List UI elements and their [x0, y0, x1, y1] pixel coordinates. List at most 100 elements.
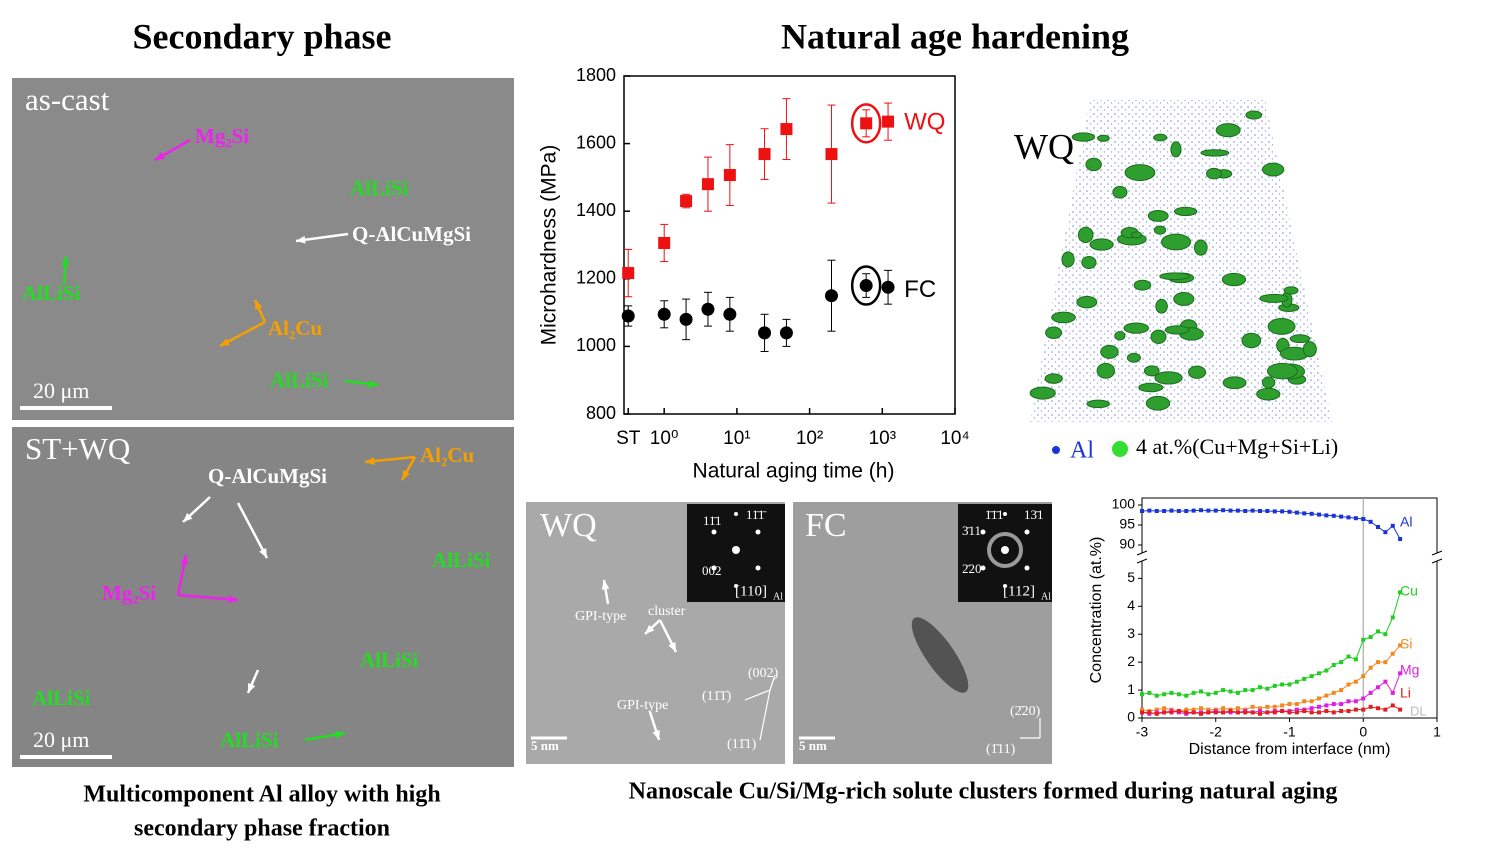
legend-label: Al — [1070, 438, 1094, 464]
data-point — [1140, 710, 1144, 715]
diffraction-spot — [711, 529, 717, 535]
data-point — [1390, 690, 1395, 695]
data-point — [1390, 615, 1395, 620]
cluster — [1193, 239, 1208, 256]
data-point — [1154, 693, 1159, 698]
y-tick-label: 100 — [1112, 496, 1136, 512]
series-line — [1141, 509, 1401, 540]
cluster — [1112, 185, 1128, 199]
data-point — [1162, 509, 1167, 513]
data-point — [1258, 706, 1262, 711]
cluster — [1124, 164, 1156, 182]
data-point — [1147, 508, 1152, 513]
data-point — [1265, 509, 1270, 513]
data-point — [1309, 710, 1314, 715]
zone-axis: [110] — [735, 583, 767, 599]
y-tick-label: 1000 — [576, 335, 616, 355]
data-point — [1324, 693, 1329, 698]
y-tick-label: 800 — [586, 403, 616, 423]
data-point — [1250, 688, 1255, 693]
data-point — [1221, 706, 1226, 711]
heading: Natural age hardening — [781, 16, 1129, 56]
data-point — [1176, 692, 1181, 697]
annotation: GPI-type — [575, 609, 626, 624]
annotation-line — [759, 689, 771, 741]
data-point — [1339, 688, 1344, 693]
cluster — [1076, 295, 1098, 309]
series-line — [1141, 592, 1401, 697]
annotation-line — [769, 674, 776, 691]
scale-label: 5 nm — [799, 738, 827, 753]
cluster — [1086, 399, 1111, 409]
data-point — [1184, 707, 1189, 712]
y-tick-label: 1400 — [576, 200, 616, 220]
highlight-ring — [850, 265, 882, 306]
arrow-head — [668, 642, 676, 652]
phase-label: AlLiSi — [432, 548, 491, 572]
data-point — [1324, 513, 1329, 518]
data-point — [1383, 530, 1388, 535]
phase-label: Mg₂Si — [195, 124, 249, 148]
annotation: (2̄20) — [1010, 704, 1041, 719]
data-point — [824, 289, 838, 303]
data-point — [1361, 696, 1366, 701]
cluster — [1081, 256, 1097, 270]
arrow-head — [220, 338, 230, 346]
data-point — [1339, 709, 1344, 714]
data-point — [1272, 509, 1277, 514]
cluster — [1153, 225, 1167, 235]
data-point — [701, 178, 714, 191]
plot-frame — [623, 75, 956, 415]
diffraction-spot — [980, 565, 986, 571]
x-tick-label: 10² — [796, 428, 823, 449]
x-tick-label: 0 — [1359, 724, 1367, 740]
data-point — [1213, 508, 1218, 513]
data-point — [1280, 682, 1285, 687]
arrow — [236, 502, 269, 559]
data-point — [1339, 660, 1344, 665]
data-point — [1309, 706, 1314, 711]
heading: Secondary phase — [132, 16, 391, 56]
diffraction-ring — [987, 532, 1023, 568]
phase-label: Mg₂Si — [102, 581, 156, 605]
cluster — [1221, 272, 1247, 287]
cluster — [1289, 334, 1311, 344]
data-point — [1140, 707, 1144, 712]
diffraction-spot — [734, 512, 738, 516]
data-point — [1302, 676, 1307, 681]
diffraction-spot — [1024, 529, 1030, 535]
data-point — [723, 169, 736, 182]
spot-index: 2̄20 — [962, 561, 982, 576]
data-point — [1280, 703, 1285, 708]
cluster — [1029, 386, 1056, 400]
data-point — [1235, 706, 1240, 711]
cluster — [1188, 365, 1207, 379]
data-point — [1309, 699, 1314, 704]
arrow-head — [368, 380, 378, 388]
panel-label: WQ — [1014, 126, 1074, 166]
cluster — [1154, 371, 1183, 385]
data-point — [779, 326, 793, 340]
data-point — [1176, 709, 1181, 714]
arrow-head — [155, 152, 165, 160]
data-point — [1228, 689, 1233, 694]
cluster — [1222, 376, 1247, 390]
spot-index: 002 — [702, 563, 722, 578]
annotation: (11̄1) — [727, 737, 757, 752]
data-point — [859, 279, 873, 293]
data-point — [1169, 508, 1174, 513]
phase-label: AlLiSi — [32, 686, 91, 710]
data-point — [1390, 523, 1395, 528]
data-point — [1191, 690, 1196, 695]
break-mark — [1431, 558, 1443, 564]
panel-label: ST+WQ — [25, 431, 130, 466]
data-point — [1376, 660, 1380, 665]
data-point — [1368, 665, 1373, 670]
data-point — [1398, 671, 1403, 676]
data-point — [758, 148, 771, 161]
data-point — [1184, 693, 1189, 698]
diffraction-spot — [755, 565, 761, 571]
data-point — [1294, 707, 1299, 712]
series-label: FC — [904, 276, 936, 303]
